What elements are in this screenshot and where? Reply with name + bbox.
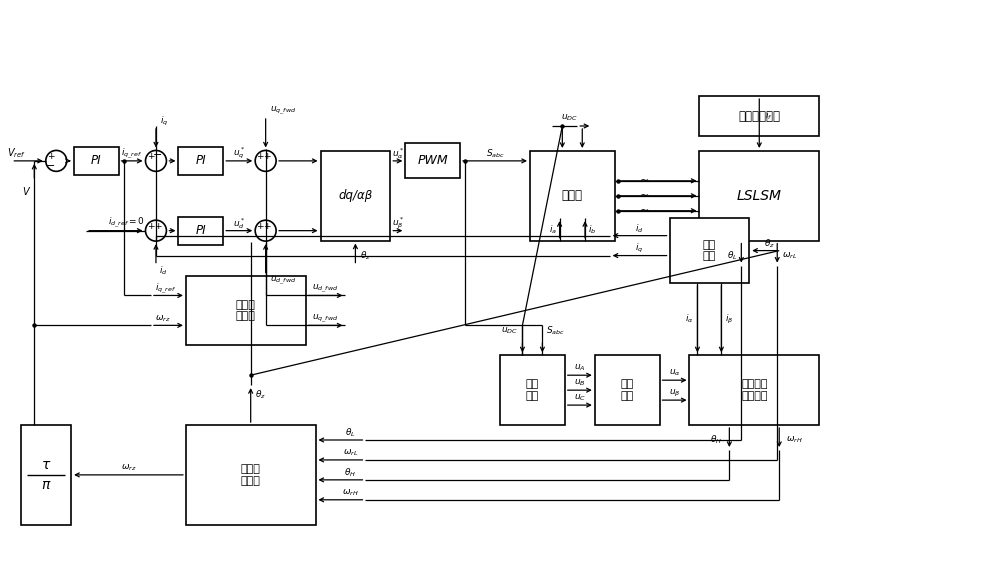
Text: $u_{d\_fwd}$: $u_{d\_fwd}$: [312, 282, 339, 295]
FancyBboxPatch shape: [699, 151, 819, 241]
Text: $u_{DC}$: $u_{DC}$: [501, 325, 518, 335]
FancyBboxPatch shape: [500, 355, 565, 425]
Text: +: +: [263, 152, 271, 161]
Text: +: +: [147, 222, 154, 231]
Text: $u_\alpha^*$: $u_\alpha^*$: [392, 146, 404, 162]
Text: $i_d$: $i_d$: [159, 264, 167, 277]
Text: $\tau$: $\tau$: [41, 458, 51, 472]
Text: +: +: [147, 152, 154, 161]
Text: $\theta_L$: $\theta_L$: [345, 427, 356, 439]
FancyBboxPatch shape: [530, 151, 615, 241]
Text: PI: PI: [196, 154, 206, 167]
Text: $\theta_L$: $\theta_L$: [727, 249, 738, 262]
FancyBboxPatch shape: [405, 144, 460, 178]
Text: $i_{q\_ref}$: $i_{q\_ref}$: [121, 146, 143, 160]
Text: $i_d$: $i_d$: [635, 222, 644, 235]
Text: $u_C$: $u_C$: [574, 393, 586, 403]
Text: $\omega_{rL}$: $\omega_{rL}$: [782, 250, 797, 261]
Text: 加权平
均切换: 加权平 均切换: [241, 464, 261, 486]
Text: $i_\alpha$: $i_\alpha$: [685, 313, 694, 325]
Text: −: −: [153, 150, 162, 160]
Text: PWM: PWM: [417, 154, 448, 167]
Text: $i_f$: $i_f$: [765, 110, 773, 122]
Text: LSLSM: LSLSM: [737, 188, 782, 203]
Text: $V$: $V$: [22, 185, 31, 197]
Text: $u_{DC}$: $u_{DC}$: [561, 113, 578, 123]
Text: +: +: [47, 152, 55, 161]
Text: $\theta_z$: $\theta_z$: [360, 249, 371, 262]
Text: $u_\beta^*$: $u_\beta^*$: [392, 216, 404, 232]
FancyBboxPatch shape: [186, 275, 306, 345]
Text: PI: PI: [196, 224, 206, 237]
Text: ~: ~: [640, 191, 649, 201]
Text: $\omega_{rH}$: $\omega_{rH}$: [786, 435, 803, 445]
Text: $S_{abc}$: $S_{abc}$: [546, 324, 565, 337]
Text: $\omega_{rL}$: $\omega_{rL}$: [343, 448, 358, 458]
Text: $\omega_{rH}$: $\omega_{rH}$: [342, 488, 359, 498]
Text: $\omega_{rz}$: $\omega_{rz}$: [155, 313, 171, 324]
Text: PI: PI: [91, 154, 101, 167]
Text: $\pi$: $\pi$: [41, 478, 52, 492]
Text: $V_{ref}$: $V_{ref}$: [7, 146, 26, 160]
Text: $\theta_z$: $\theta_z$: [255, 389, 266, 401]
Text: ~: ~: [640, 176, 649, 186]
Text: $i_\beta$: $i_\beta$: [725, 312, 734, 326]
FancyBboxPatch shape: [699, 96, 819, 136]
Text: 前馈电
压计算: 前馈电 压计算: [236, 300, 256, 321]
Text: 电压
重构: 电压 重构: [526, 379, 539, 401]
Text: $S_{abc}$: $S_{abc}$: [486, 147, 505, 160]
Text: +: +: [256, 222, 264, 231]
Text: $u_\beta$: $u_\beta$: [669, 388, 680, 399]
Text: $u_{q\_fwd}$: $u_{q\_fwd}$: [312, 312, 339, 325]
Text: +: +: [154, 222, 161, 231]
Text: $i_q$: $i_q$: [160, 114, 168, 127]
Text: $u_\alpha$: $u_\alpha$: [669, 368, 680, 379]
Text: 悬浮控制装置: 悬浮控制装置: [738, 109, 780, 122]
Text: $i_{q\_ref}$: $i_{q\_ref}$: [155, 281, 177, 296]
FancyBboxPatch shape: [186, 425, 316, 525]
Text: $u_A$: $u_A$: [574, 363, 586, 374]
Text: +: +: [263, 222, 271, 231]
Text: $i_b$: $i_b$: [588, 223, 596, 236]
FancyBboxPatch shape: [178, 217, 223, 245]
Text: $\theta_H$: $\theta_H$: [344, 467, 356, 479]
Text: $\theta_z$: $\theta_z$: [764, 237, 775, 250]
FancyBboxPatch shape: [74, 147, 119, 175]
FancyBboxPatch shape: [689, 355, 819, 425]
FancyBboxPatch shape: [670, 218, 749, 283]
FancyBboxPatch shape: [595, 355, 660, 425]
FancyBboxPatch shape: [178, 147, 223, 175]
Text: $i_{d\_ref}=0$: $i_{d\_ref}=0$: [108, 216, 144, 231]
Text: $u_{q\_fwd}$: $u_{q\_fwd}$: [270, 105, 297, 117]
Text: dq/αβ: dq/αβ: [338, 189, 373, 203]
Text: $\omega_{rz}$: $\omega_{rz}$: [121, 462, 136, 473]
Text: 电压
变换: 电压 变换: [621, 379, 634, 401]
Text: 无速度传
感器算法: 无速度传 感器算法: [741, 379, 768, 401]
Text: 逆变器: 逆变器: [562, 189, 583, 203]
Text: $u_{d\_fwd}$: $u_{d\_fwd}$: [270, 274, 297, 287]
Text: $u_d^*$: $u_d^*$: [233, 216, 245, 231]
Text: −: −: [46, 162, 55, 171]
Text: $\theta_H$: $\theta_H$: [710, 434, 722, 446]
FancyBboxPatch shape: [320, 151, 390, 241]
Text: $u_B$: $u_B$: [574, 378, 586, 388]
FancyBboxPatch shape: [21, 425, 71, 525]
Text: $i_a$: $i_a$: [549, 223, 557, 236]
Text: $i_q$: $i_q$: [635, 242, 644, 255]
Text: ~: ~: [640, 206, 649, 216]
Text: $u_q^*$: $u_q^*$: [233, 146, 245, 161]
Text: 电流
变换: 电流 变换: [703, 240, 716, 261]
Text: +: +: [256, 152, 264, 161]
